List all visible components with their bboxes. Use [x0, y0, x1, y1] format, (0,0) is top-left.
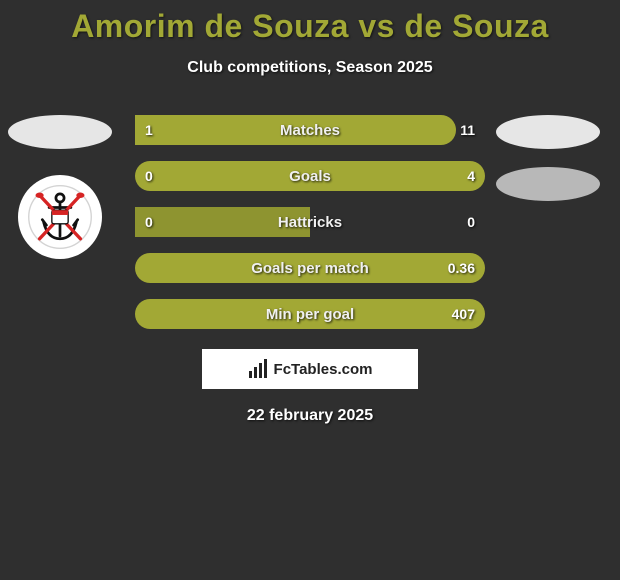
stat-label: Goals per match: [135, 253, 485, 283]
stat-value-right: 407: [452, 299, 475, 329]
stat-row: Goals0 4: [135, 161, 485, 191]
stat-row: Matches111: [135, 115, 485, 145]
stat-value-left: 1: [145, 115, 153, 145]
player1-club-crest: [18, 175, 102, 259]
player2-club-crest: [496, 167, 600, 201]
stat-bars: Matches111Goals04Hattricks00Goals per ma…: [135, 115, 485, 345]
attribution-text: FcTables.com: [274, 361, 373, 378]
stat-row: Hattricks0 0: [135, 207, 485, 237]
stat-row: Goals per match0.36: [135, 253, 485, 283]
comparison-arena: Matches111Goals04Hattricks00Goals per ma…: [0, 115, 620, 335]
stat-label: Goals: [135, 161, 485, 191]
player1-badge-oval: [8, 115, 112, 149]
stat-row: Min per goal407: [135, 299, 485, 329]
player2-badge-oval: [496, 115, 600, 149]
stat-label: Min per goal: [135, 299, 485, 329]
subtitle: Club competitions, Season 2025: [0, 59, 620, 77]
stat-value-right: 11: [460, 115, 475, 145]
date-text: 22 february 2025: [0, 407, 620, 425]
stat-value-left: 0: [145, 207, 153, 237]
stat-value-right: 4: [467, 161, 475, 191]
corinthians-crest-icon: [26, 183, 94, 251]
stat-label: Matches: [135, 115, 485, 145]
stat-value-right: 0: [467, 207, 475, 237]
stat-label: Hattricks: [135, 207, 485, 237]
barchart-icon: [248, 359, 268, 379]
stat-value-left: 0: [145, 161, 153, 191]
page-title: Amorim de Souza vs de Souza: [0, 0, 620, 45]
stat-value-right: 0.36: [448, 253, 475, 283]
attribution-badge: FcTables.com: [202, 349, 418, 389]
